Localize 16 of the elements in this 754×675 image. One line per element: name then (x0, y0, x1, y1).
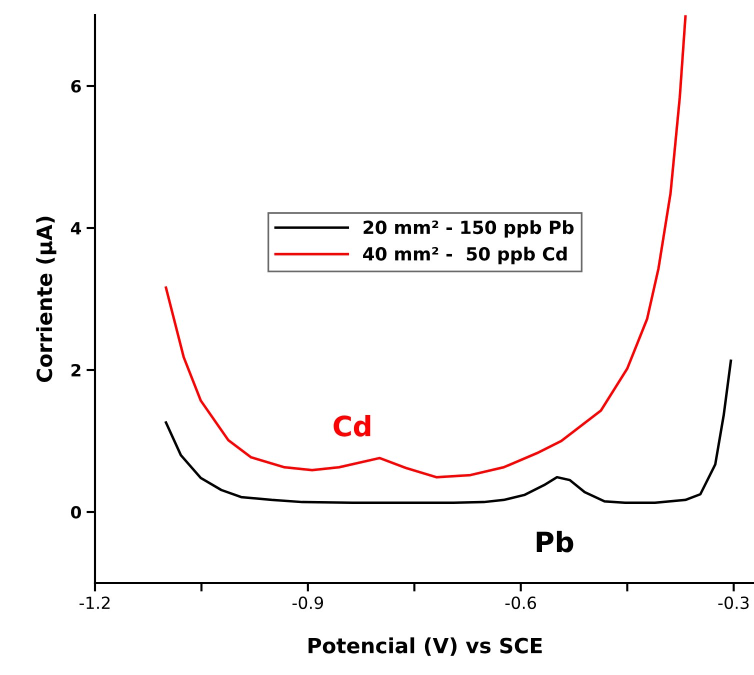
legend-label: 20 mm² - 150 ppb Pb (364, 220, 574, 238)
x-tick-label: -0.9 (292, 596, 323, 610)
line-series (164, 15, 687, 478)
annotation: Cd (334, 415, 370, 437)
legend-label: 40 mm² - 50 ppb Cd (363, 246, 567, 264)
y-axis-title: Corriente (µA) (36, 216, 56, 382)
line-series (164, 360, 732, 504)
x-axis-title: Potencial (V) vs SCE (308, 637, 542, 656)
y-tick-label: 6 (71, 80, 81, 93)
y-tick-label: 4 (70, 222, 82, 234)
x-tick-label: -0.3 (718, 596, 749, 610)
x-tick-label: -0.6 (505, 596, 536, 610)
y-tick-label: 2 (72, 364, 80, 376)
x-tick-label: -1.2 (80, 596, 110, 609)
y-tick-label: 0 (71, 506, 82, 519)
annotation: Pb (536, 530, 574, 552)
